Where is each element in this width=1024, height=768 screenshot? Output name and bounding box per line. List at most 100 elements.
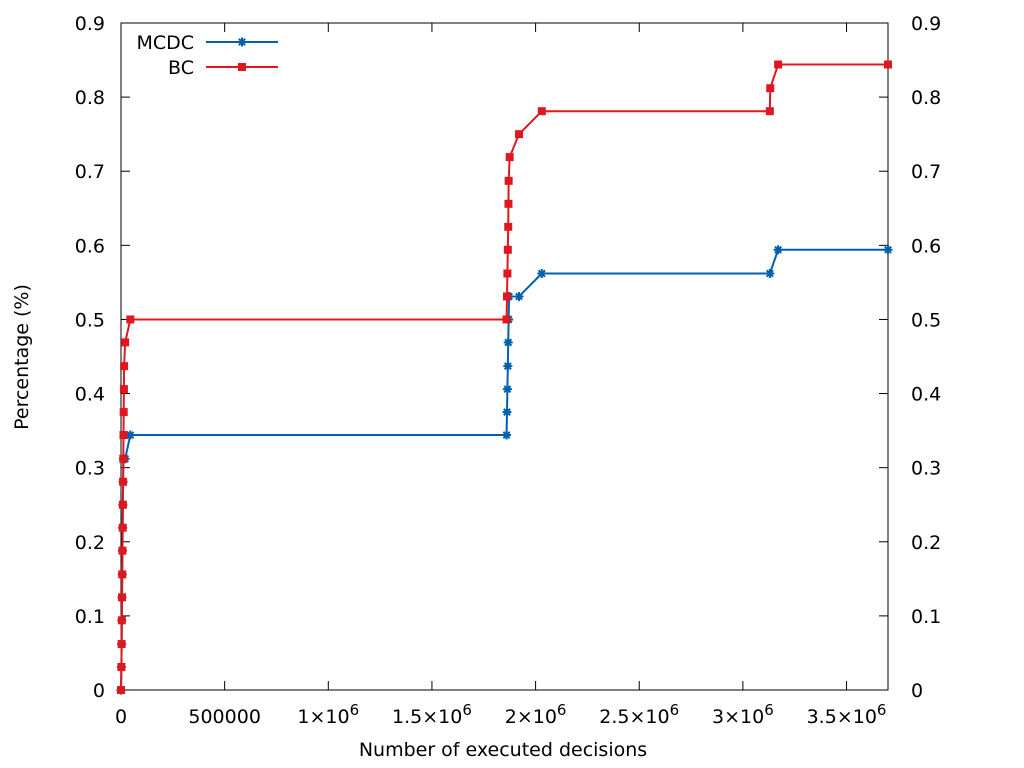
mcdc-point bbox=[514, 291, 524, 301]
y-tick-label-right: 0.2 bbox=[911, 532, 941, 554]
x-tick-exponent: 6 bbox=[462, 701, 472, 719]
legend-label-bc: BC bbox=[168, 57, 194, 79]
x-tick-exponent: 6 bbox=[557, 701, 567, 719]
x-tick-times: ×10 bbox=[517, 706, 557, 728]
legend: MCDC BC bbox=[136, 32, 278, 79]
y-tick-label: 0.5 bbox=[75, 309, 105, 331]
x-tick-mantissa: 2 bbox=[505, 706, 517, 728]
plot-frame bbox=[120, 22, 889, 691]
y-tick-label: 0.4 bbox=[75, 384, 105, 406]
x-tick-times: ×10 bbox=[630, 706, 670, 728]
x-tick-label: 3×106 bbox=[712, 701, 774, 728]
bc-point bbox=[884, 60, 892, 69]
mcdc-point bbox=[502, 384, 512, 394]
bc-point bbox=[120, 362, 129, 371]
x-tick-mantissa: 1 bbox=[297, 706, 309, 728]
y-tick-label: 0.1 bbox=[75, 606, 105, 628]
bc-point bbox=[118, 546, 127, 555]
mcdc-point bbox=[883, 245, 893, 255]
bc-point bbox=[774, 60, 783, 69]
bc-point bbox=[505, 153, 514, 162]
bc-point bbox=[117, 640, 126, 649]
bc-point bbox=[119, 454, 128, 463]
bc-point bbox=[117, 616, 126, 625]
bc-point bbox=[119, 477, 128, 486]
y-axis-label: Percentage (%) bbox=[11, 284, 33, 430]
x-tick-mantissa: 1.5 bbox=[392, 706, 422, 728]
bc-point bbox=[238, 63, 246, 71]
bc-point bbox=[118, 523, 127, 532]
bc-line bbox=[120, 63, 888, 691]
bc-point bbox=[502, 315, 511, 324]
x-tick-mantissa: 3.5 bbox=[807, 706, 837, 728]
y-tick-label-right: 0 bbox=[911, 680, 923, 702]
x-tick-label: 0 bbox=[115, 706, 127, 728]
x-tick-exponent: 6 bbox=[877, 701, 887, 719]
mcdc-point bbox=[765, 268, 775, 278]
bc-point bbox=[766, 84, 775, 93]
y-tick-label-right: 0.7 bbox=[911, 161, 941, 183]
y-tick-label-right: 0.4 bbox=[911, 384, 941, 406]
x-tick-label: 500000 bbox=[188, 706, 261, 728]
bc-point bbox=[503, 269, 512, 278]
y-tick-label-right: 0.6 bbox=[911, 235, 941, 257]
y-tick-label: 0.7 bbox=[75, 161, 105, 183]
y-tick-label-right: 0.3 bbox=[911, 458, 941, 480]
y-tick-label-right: 0.1 bbox=[911, 606, 941, 628]
mcdc-point bbox=[502, 407, 512, 417]
bc-point bbox=[118, 593, 127, 602]
mcdc-point bbox=[503, 337, 513, 347]
mcdc-point bbox=[537, 268, 547, 278]
y-tick-label-right: 0.8 bbox=[911, 87, 941, 109]
y-axis-ticks: 0 0 0.1 0.1 0.2 0.2 0.3 0.3 0.4 0.4 0.5 0.5 0.6 0.6 0.… bbox=[75, 13, 941, 702]
x-tick-exponent: 6 bbox=[670, 701, 680, 719]
bc-point bbox=[117, 663, 126, 672]
x-tick-mantissa: 3 bbox=[712, 706, 724, 728]
x-axis-ticks: 0 500000 1×106 1.5×106 2×106 2.5×106 3×106 3.5×… bbox=[115, 23, 887, 728]
bc-point bbox=[119, 431, 128, 440]
y-tick-label: 0.9 bbox=[75, 13, 105, 35]
y-tick-label-right: 0.9 bbox=[911, 13, 941, 35]
bc-point bbox=[126, 315, 135, 324]
bc-series bbox=[117, 60, 892, 694]
mcdc-series bbox=[116, 245, 893, 695]
y-tick-label: 0.6 bbox=[75, 235, 105, 257]
bc-point bbox=[515, 130, 524, 139]
mcdc-point bbox=[125, 430, 135, 440]
bc-point bbox=[502, 292, 511, 301]
x-tick-label: 1×106 bbox=[297, 701, 359, 728]
x-axis-label: Number of executed decisions bbox=[359, 739, 647, 761]
x-tick-label: 1.5×106 bbox=[392, 701, 472, 728]
x-tick-times: ×10 bbox=[422, 706, 462, 728]
bc-point bbox=[504, 222, 513, 231]
x-tick-times: ×10 bbox=[310, 706, 350, 728]
bc-point bbox=[765, 107, 774, 116]
x-tick-label: 3.5×106 bbox=[807, 701, 887, 728]
bc-point bbox=[121, 338, 130, 347]
y-tick-label: 0.3 bbox=[75, 458, 105, 480]
y-tick-label: 0 bbox=[93, 680, 105, 702]
bc-point bbox=[117, 686, 125, 694]
x-tick-mantissa: 2.5 bbox=[599, 706, 629, 728]
series-layer bbox=[116, 60, 893, 695]
y-tick-label: 0.2 bbox=[75, 532, 105, 554]
bc-point bbox=[503, 245, 512, 254]
legend-label-mcdc: MCDC bbox=[136, 32, 194, 54]
mcdc-point bbox=[502, 430, 512, 440]
bc-point bbox=[504, 199, 513, 208]
x-tick-times: ×10 bbox=[837, 706, 877, 728]
y-tick-label-right: 0.5 bbox=[911, 309, 941, 331]
x-tick-exponent: 6 bbox=[764, 701, 774, 719]
bc-point bbox=[118, 570, 127, 579]
bc-point bbox=[118, 500, 127, 509]
mcdc-point bbox=[237, 37, 247, 47]
bc-point bbox=[119, 408, 128, 417]
y-tick-label: 0.8 bbox=[75, 87, 105, 109]
x-tick-exponent: 6 bbox=[350, 701, 360, 719]
mcdc-point bbox=[773, 245, 783, 255]
mcdc-point bbox=[503, 361, 513, 371]
x-tick-label: 2.5×106 bbox=[599, 701, 679, 728]
bc-point bbox=[537, 107, 546, 116]
x-tick-label: 2×106 bbox=[505, 701, 567, 728]
